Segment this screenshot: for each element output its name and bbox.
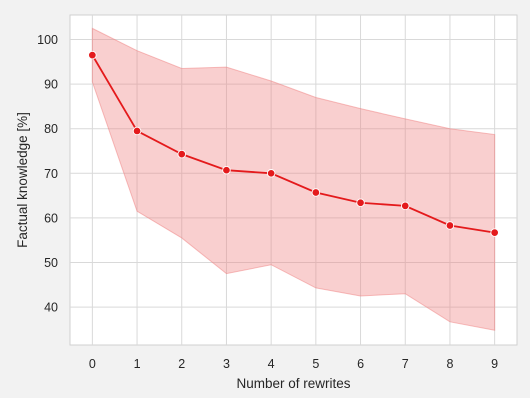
- series-points: [88, 50, 499, 237]
- y-tick-label: 90: [44, 78, 58, 92]
- y-tick-label: 40: [44, 301, 58, 315]
- x-tick-label: 1: [134, 357, 141, 371]
- x-tick-label: 7: [402, 357, 409, 371]
- data-point: [222, 165, 231, 175]
- plot-area: [69, 14, 518, 346]
- x-tick-label: 9: [491, 357, 498, 371]
- series-line: [91, 54, 495, 234]
- data-point: [88, 50, 97, 60]
- x-tick-label: 3: [223, 357, 230, 371]
- series-line-path: [91, 54, 495, 234]
- x-tick-label: 2: [178, 357, 185, 371]
- data-point: [490, 228, 499, 237]
- confidence-band: [91, 27, 496, 331]
- x-tick-label: 4: [268, 357, 275, 371]
- confidence-band-area: [91, 27, 496, 331]
- data-point: [177, 149, 186, 159]
- x-tick-label: 5: [312, 357, 319, 371]
- x-axis-label: Number of rewrites: [236, 376, 350, 391]
- y-axis-ticks: 40 50 60 70 80 90 100: [37, 33, 58, 315]
- data-point: [311, 188, 321, 197]
- x-axis-ticks: 0 1 2 3 4 5 6 7 8 9: [89, 357, 498, 371]
- x-tick-label: 0: [89, 357, 96, 371]
- y-tick-label: 50: [44, 256, 58, 270]
- y-tick-label: 100: [37, 33, 58, 47]
- y-axis-label: Factual knowledge [%]: [15, 112, 30, 248]
- data-point: [356, 198, 365, 207]
- data-point: [266, 169, 276, 178]
- data-point: [132, 126, 142, 136]
- data-point: [401, 201, 410, 211]
- data-point: [445, 221, 455, 230]
- x-tick-label: 6: [357, 357, 364, 371]
- y-tick-label: 70: [44, 167, 58, 181]
- y-tick-label: 80: [44, 122, 58, 136]
- y-tick-label: 60: [44, 211, 58, 225]
- x-tick-label: 8: [446, 357, 453, 371]
- grid: [70, 15, 517, 345]
